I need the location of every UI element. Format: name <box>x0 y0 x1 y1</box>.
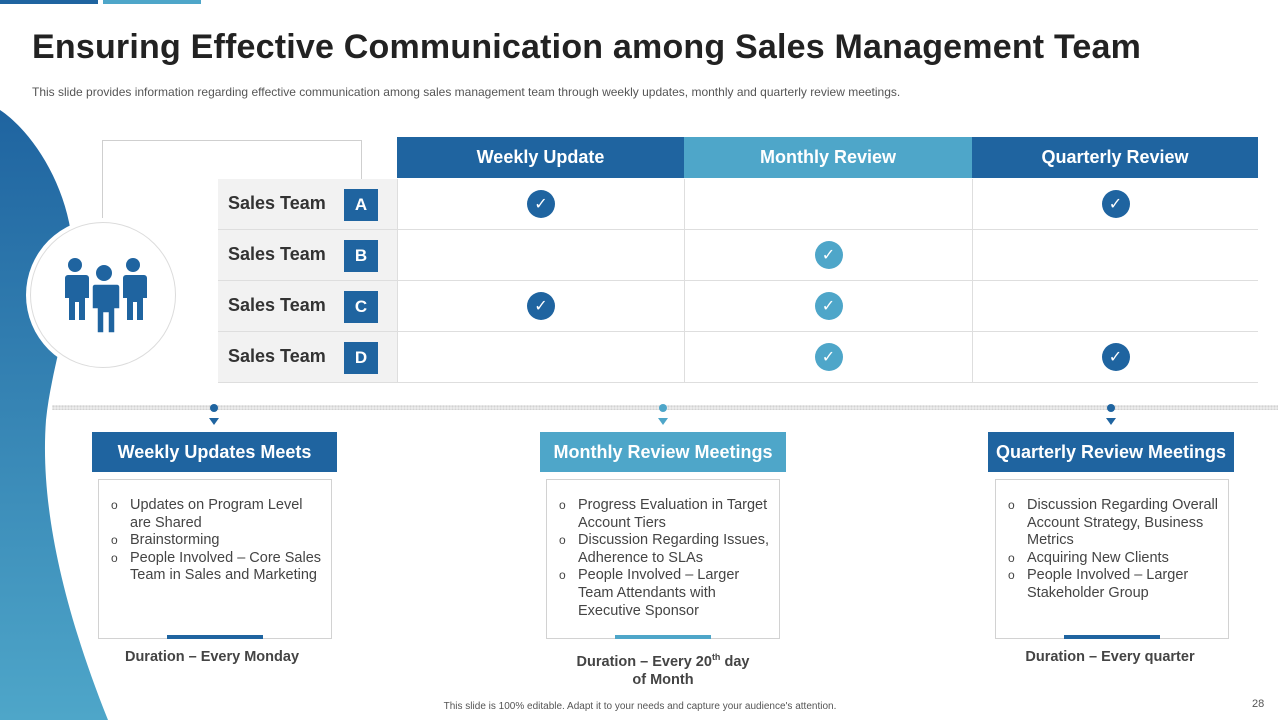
table-row: Sales Team A ✓ ✓ <box>218 179 1258 230</box>
monthly-duration-suffix: day <box>720 653 750 670</box>
people-group-icon <box>64 258 147 334</box>
table-cell-quarterly: ✓ <box>972 332 1258 382</box>
list-item: Brainstorming <box>111 532 323 550</box>
weekly-meetings-title: Weekly Updates Meets <box>92 432 337 472</box>
list-item: Progress Evaluation in Target Account Ti… <box>559 497 771 532</box>
row-label-text: Sales Team <box>228 244 326 264</box>
top-accent-bar-dark <box>0 0 98 4</box>
row-label-text: Sales Team <box>228 346 326 366</box>
row-letter-badge: A <box>344 189 378 221</box>
monthly-duration-prefix: Duration – Every 20 <box>576 653 712 670</box>
team-icon-circle <box>30 222 176 368</box>
check-icon: ✓ <box>1101 343 1130 371</box>
table-cell-weekly <box>397 230 684 280</box>
quarterly-duration: Duration – Every quarter <box>1025 649 1195 665</box>
row-letter-badge: D <box>344 342 378 374</box>
timeline-marker-weekly <box>209 404 219 425</box>
row-label-text: Sales Team <box>228 295 326 315</box>
row-label: Sales Team B <box>218 230 397 280</box>
check-icon: ✓ <box>814 241 843 269</box>
timeline-marker-monthly <box>658 404 668 425</box>
check-icon: ✓ <box>1101 190 1130 218</box>
table-cell-quarterly: ✓ <box>972 179 1258 229</box>
list-item: Acquiring New Clients <box>1008 550 1220 568</box>
list-item: Updates on Program Level are Shared <box>111 497 323 532</box>
table-row: Sales Team B ✓ <box>218 230 1258 281</box>
row-letter-badge: C <box>344 291 378 323</box>
check-icon: ✓ <box>527 292 555 320</box>
row-label: Sales Team C <box>218 281 397 331</box>
monthly-duration-sup: th <box>711 652 721 662</box>
list-item: People Involved – Larger Stakeholder Gro… <box>1008 567 1220 602</box>
page-number: 28 <box>1252 698 1265 710</box>
card-underline <box>167 635 263 639</box>
column-header-weekly-update: Weekly Update <box>397 137 684 178</box>
quarterly-meetings-card: Discussion Regarding Overall Account Str… <box>995 479 1229 639</box>
table-cell-quarterly <box>972 230 1258 280</box>
card-underline <box>615 635 711 639</box>
list-item: Discussion Regarding Overall Account Str… <box>1008 497 1220 550</box>
row-label: Sales Team D <box>218 332 397 382</box>
footer-note: This slide is 100% editable. Adapt it to… <box>443 701 837 712</box>
timeline-marker-quarterly <box>1106 404 1116 425</box>
top-accent-bar-light <box>103 0 201 4</box>
table-row: Sales Team C ✓ ✓ <box>218 281 1258 332</box>
table-cell-monthly: ✓ <box>684 332 972 382</box>
monthly-meetings-card: Progress Evaluation in Target Account Ti… <box>546 479 780 639</box>
weekly-duration: Duration – Every Monday <box>124 649 300 665</box>
column-header-monthly-review: Monthly Review <box>684 137 972 178</box>
check-icon: ✓ <box>814 292 843 320</box>
check-icon: ✓ <box>527 190 555 218</box>
table-cell-weekly: ✓ <box>397 281 684 331</box>
row-label-text: Sales Team <box>228 193 326 213</box>
card-underline <box>1064 635 1160 639</box>
monthly-duration: Duration – Every 20th day of Month <box>543 648 783 689</box>
check-icon: ✓ <box>814 343 843 371</box>
monthly-duration-line2: of Month <box>632 671 694 688</box>
monthly-meetings-title: Monthly Review Meetings <box>540 432 786 472</box>
quarterly-meetings-title: Quarterly Review Meetings <box>988 432 1234 472</box>
table-cell-quarterly <box>972 281 1258 331</box>
table-cell-weekly <box>397 332 684 382</box>
list-item: People Involved – Larger Team Attendants… <box>559 567 771 620</box>
row-letter-badge: B <box>344 240 378 272</box>
table-cell-monthly <box>684 179 972 229</box>
page-subtitle: This slide provides information regardin… <box>32 85 901 99</box>
table-cell-monthly: ✓ <box>684 281 972 331</box>
row-label: Sales Team A <box>218 179 397 229</box>
table-row: Sales Team D ✓ ✓ <box>218 332 1258 383</box>
decorative-wave <box>0 110 108 720</box>
table-cell-weekly: ✓ <box>397 179 684 229</box>
page-title: Ensuring Effective Communication among S… <box>32 28 1142 66</box>
column-header-quarterly-review: Quarterly Review <box>972 137 1258 178</box>
weekly-meetings-card: Updates on Program Level are Shared Brai… <box>98 479 332 639</box>
table-cell-monthly: ✓ <box>684 230 972 280</box>
list-item: People Involved – Core Sales Team in Sal… <box>111 550 323 585</box>
list-item: Discussion Regarding Issues, Adherence t… <box>559 532 771 567</box>
